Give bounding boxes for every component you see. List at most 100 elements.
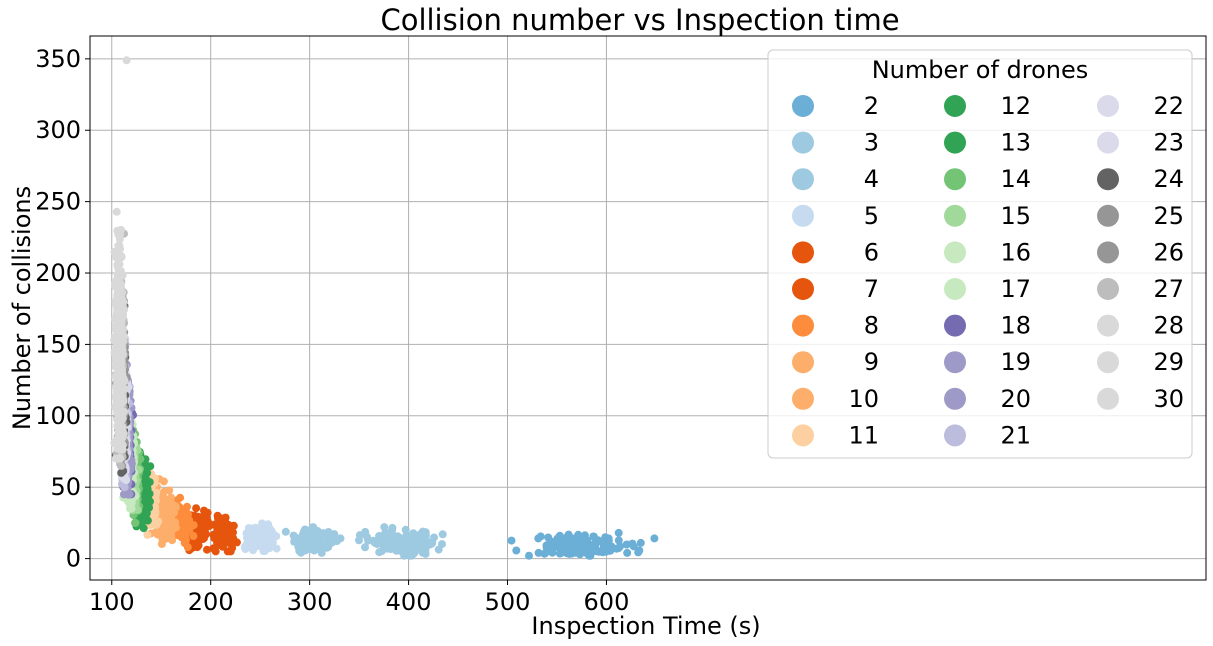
data-point-4 (295, 547, 304, 555)
legend-label-3: 3 (864, 129, 879, 157)
legend-title: Number of drones (872, 56, 1089, 84)
data-point-3 (361, 543, 369, 552)
data-point-30 (116, 436, 124, 445)
legend-label-22: 22 (1153, 92, 1184, 120)
legend-marker-9 (792, 351, 814, 374)
data-point-2 (558, 536, 567, 545)
data-point-7 (203, 545, 211, 554)
legend-marker-20 (944, 387, 966, 410)
data-point-30 (117, 225, 126, 234)
data-point-30 (113, 444, 122, 453)
legend-label-10: 10 (848, 385, 879, 413)
data-point-7 (194, 541, 203, 550)
data-point-21 (120, 483, 129, 492)
legend-marker-21 (944, 424, 966, 447)
chart-title: Collision number vs Inspection time (380, 3, 899, 37)
data-point-3 (430, 533, 438, 542)
data-point-3 (405, 545, 414, 553)
y-tick-label: 250 (35, 188, 81, 216)
data-point-11 (149, 516, 158, 525)
data-point-4 (330, 530, 339, 539)
legend-marker-13 (944, 131, 966, 154)
data-point-2 (650, 534, 659, 543)
legend-marker-4 (792, 168, 814, 191)
data-point-4 (319, 529, 327, 538)
data-point-30 (112, 300, 121, 309)
data-point-2 (534, 548, 543, 557)
legend-marker-30 (1097, 387, 1119, 410)
legend-label-29: 29 (1153, 348, 1184, 376)
data-point-30 (114, 423, 122, 432)
legend-marker-26 (1097, 241, 1119, 264)
y-axis-ticks: 0 50 100 150 200 250 300 350 (35, 45, 90, 573)
data-point-13 (142, 490, 151, 499)
legend-label-17: 17 (1000, 275, 1031, 303)
data-point-10 (151, 528, 160, 537)
x-tick-label: 100 (89, 588, 135, 616)
data-point-9 (167, 521, 176, 530)
legend-label-15: 15 (1000, 202, 1031, 230)
x-tick-label: 500 (485, 588, 531, 616)
data-point-27 (116, 461, 125, 470)
data-point-2 (507, 536, 516, 545)
data-point-3 (375, 537, 384, 546)
data-point-30 (117, 324, 126, 332)
legend-marker-22 (1097, 95, 1119, 117)
data-point-3 (364, 536, 373, 545)
data-point-30 (112, 362, 121, 371)
legend-marker-11 (792, 424, 814, 447)
data-point-3 (386, 545, 395, 553)
legend-marker-24 (1097, 168, 1119, 191)
legend-marker-14 (944, 168, 966, 191)
data-point-3 (421, 549, 430, 558)
data-points (110, 56, 659, 560)
data-point-2 (548, 543, 557, 552)
x-tick-label: 300 (287, 588, 333, 616)
data-point-3 (361, 527, 370, 536)
data-point-13 (138, 517, 147, 526)
data-point-2 (614, 536, 623, 545)
legend-label-21: 21 (1000, 421, 1031, 449)
legend-label-13: 13 (1000, 129, 1031, 157)
legend-marker-19 (944, 351, 966, 374)
data-point-30 (113, 344, 122, 353)
data-point-8 (183, 543, 192, 552)
y-tick-label: 50 (50, 473, 81, 501)
legend-marker-28 (1097, 314, 1119, 337)
legend-label-28: 28 (1153, 312, 1184, 340)
data-point-2 (604, 534, 613, 543)
data-point-2 (592, 538, 600, 547)
data-point-2 (623, 548, 632, 557)
data-point-6 (214, 514, 222, 523)
legend-marker-8 (792, 314, 814, 337)
data-point-3 (388, 523, 397, 532)
data-point-7 (192, 504, 201, 513)
legend-label-11: 11 (848, 421, 879, 449)
data-point-8 (177, 511, 186, 520)
data-point-30 (113, 384, 122, 393)
legend-label-6: 6 (864, 238, 879, 266)
data-point-7 (199, 516, 208, 525)
data-point-28 (122, 56, 131, 65)
y-tick-label: 100 (35, 402, 81, 430)
legend-marker-3 (792, 131, 814, 154)
legend-marker-29 (1097, 351, 1119, 374)
legend-marker-5 (792, 204, 814, 227)
legend-label-2: 2 (864, 92, 879, 120)
data-point-3 (380, 523, 389, 532)
data-point-30 (113, 414, 122, 423)
legend-label-26: 26 (1153, 238, 1184, 266)
data-point-2 (525, 551, 533, 560)
legend-label-12: 12 (1000, 92, 1031, 120)
legend-marker-25 (1097, 204, 1119, 227)
data-point-6 (226, 539, 235, 548)
legend-marker-6 (792, 241, 814, 264)
legend-marker-16 (944, 241, 966, 264)
data-point-4 (281, 527, 290, 536)
data-point-3 (421, 543, 430, 551)
legend-label-30: 30 (1153, 385, 1184, 413)
legend-label-4: 4 (864, 165, 879, 193)
data-point-2 (584, 543, 593, 552)
data-point-19 (123, 490, 132, 499)
